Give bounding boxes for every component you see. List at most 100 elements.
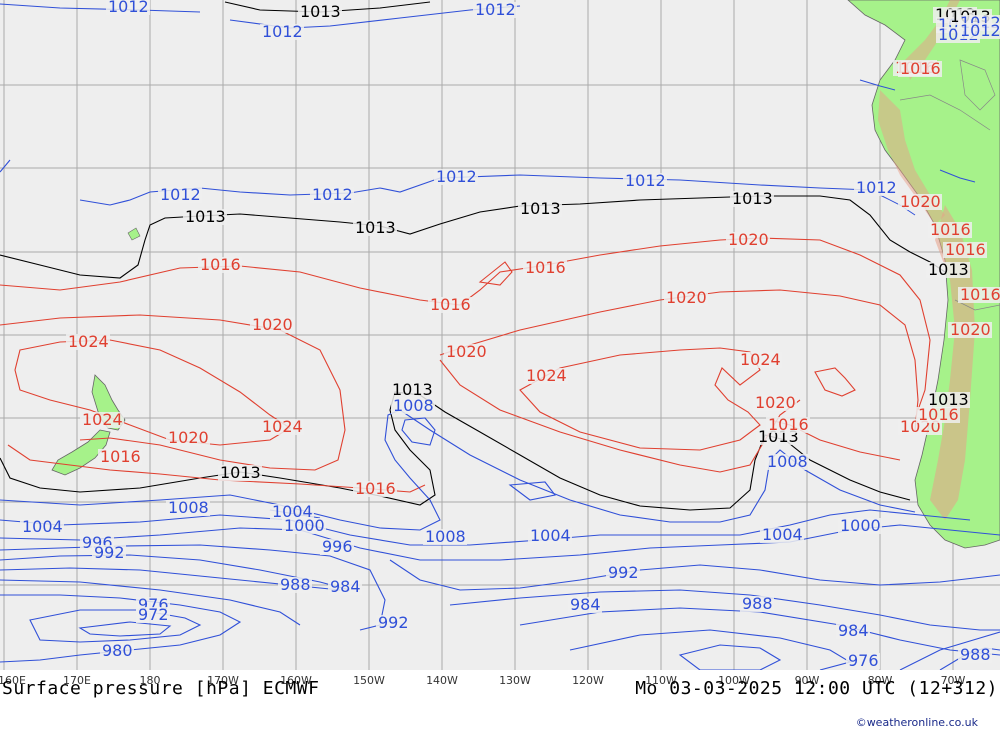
isobar-label-bg bbox=[20, 519, 64, 535]
isobar-label-bg bbox=[166, 430, 210, 446]
pressure-map[interactable]: 1012101310121012101310121016101210161013… bbox=[0, 0, 1000, 670]
footer: 160E 170E 180 170W 160W 150W 140W 130W 120W 110W 1… bbox=[0, 670, 1000, 733]
isobar-label-bg bbox=[854, 180, 898, 196]
isobar-label: 1016 bbox=[918, 405, 959, 424]
isobar-label: 1008 bbox=[168, 498, 209, 517]
isobar-label-bg bbox=[958, 23, 1000, 39]
isobar-label: 1004 bbox=[530, 526, 571, 545]
isobar-label: 1020 bbox=[900, 192, 941, 211]
isobar-label-bg bbox=[760, 527, 804, 543]
longitude-tick: 70W bbox=[940, 674, 966, 687]
isobar-label: 1004 bbox=[272, 502, 313, 521]
isobar-label-bg bbox=[898, 194, 942, 210]
isobar-label: 988 bbox=[742, 594, 773, 613]
isobar-label-bg bbox=[320, 539, 354, 555]
isobar-label-bg bbox=[270, 504, 314, 520]
isobar-label-bg bbox=[250, 317, 294, 333]
isobar-label: 1012 bbox=[262, 22, 303, 41]
isobar-label-bg bbox=[740, 596, 774, 612]
isobar-label-bg bbox=[106, 0, 150, 15]
isobar-labels: 1012101310121012101310121016101210161013… bbox=[20, 0, 1000, 670]
isobar-label: 1016 bbox=[930, 220, 971, 239]
isobar-label-bg bbox=[390, 382, 434, 398]
isobar-label: 1012 bbox=[475, 0, 516, 19]
isobar-label: 1020 bbox=[666, 288, 707, 307]
isobar-label-bg bbox=[664, 290, 708, 306]
isobar-label: 1013 bbox=[300, 2, 341, 21]
isobar-label-bg bbox=[753, 395, 797, 411]
longitude-tick: 180 bbox=[139, 674, 161, 687]
isobar-label-bg bbox=[328, 579, 362, 595]
isobar-label: 980 bbox=[102, 641, 133, 660]
isobar-label: 992 bbox=[94, 543, 125, 562]
isobar-label: 984 bbox=[838, 621, 869, 640]
isobar-label: 988 bbox=[960, 645, 991, 664]
isobar-label: 992 bbox=[378, 613, 409, 632]
isobar-label: 996 bbox=[322, 537, 353, 556]
isobar-label-bg bbox=[92, 545, 126, 561]
isobar-label-bg bbox=[928, 222, 972, 238]
longitude-tick: 160W bbox=[280, 674, 312, 687]
isobar-label: 1020 bbox=[168, 428, 209, 447]
isobar-label-bg bbox=[518, 201, 562, 217]
isobar-label-bg bbox=[80, 412, 124, 428]
isobar-label-bg bbox=[730, 191, 774, 207]
isobar-label: 1016 bbox=[430, 295, 471, 314]
isobar-label: 972 bbox=[138, 605, 169, 624]
longitude-tick: 150W bbox=[353, 674, 385, 687]
isobar-label-bg bbox=[846, 653, 880, 669]
isobar-label: 1013 bbox=[928, 260, 969, 279]
isobar-label-bg bbox=[943, 242, 987, 258]
isobar-label: 1012 bbox=[625, 171, 666, 190]
isobar-label-bg bbox=[738, 352, 782, 368]
isobar-label-bg bbox=[926, 262, 970, 278]
isobar-label: 1024 bbox=[262, 417, 303, 436]
isobar-label-bg bbox=[444, 344, 488, 360]
isobar-label-bg bbox=[218, 465, 262, 481]
longitude-tick: 130W bbox=[499, 674, 531, 687]
isobar-label-bg bbox=[765, 454, 809, 470]
isobar-label-bg bbox=[524, 368, 568, 384]
isobar-label: 1008 bbox=[425, 527, 466, 546]
longitude-tick: 160E bbox=[0, 674, 26, 687]
isobar-label-bg bbox=[66, 334, 110, 350]
isobar-label: 1024 bbox=[740, 350, 781, 369]
isobar-label: 1024 bbox=[82, 410, 123, 429]
isobar-label-bg bbox=[958, 287, 1000, 303]
isobar-label-bg bbox=[434, 169, 478, 185]
isobar-label: 1020 bbox=[755, 393, 796, 412]
isobar-label-bg bbox=[98, 449, 142, 465]
isobar-label-bg bbox=[926, 392, 970, 408]
isobar-label-bg bbox=[136, 607, 170, 623]
isobar-label: 1013 bbox=[732, 189, 773, 208]
isobar-label: 1013 bbox=[220, 463, 261, 482]
isobar-label: 1012 bbox=[312, 185, 353, 204]
isobar-label: 1013 bbox=[392, 380, 433, 399]
longitude-tick: 170E bbox=[63, 674, 91, 687]
lat-lon-grid bbox=[0, 0, 1000, 670]
isobar-label-bg bbox=[948, 322, 992, 338]
isobar-label: 1016 bbox=[355, 479, 396, 498]
isobar-label: 1000 bbox=[284, 516, 325, 535]
isobar-label: 992 bbox=[608, 563, 639, 582]
longitude-tick: 80W bbox=[867, 674, 893, 687]
isobar-label: 1008 bbox=[767, 452, 808, 471]
isobar-label-bg bbox=[278, 577, 312, 593]
longitude-tick: 170W bbox=[207, 674, 239, 687]
isobar-label: 1016 bbox=[100, 447, 141, 466]
isobar-label-bg bbox=[353, 481, 397, 497]
isobar-label: 1004 bbox=[762, 525, 803, 544]
isobar-label-bg bbox=[838, 518, 882, 534]
credit-link[interactable]: ©weatheronline.co.uk bbox=[855, 716, 978, 729]
isobar-label-bg bbox=[198, 257, 242, 273]
isobar-label: 984 bbox=[330, 577, 361, 596]
isobar-label: 1012 bbox=[108, 0, 149, 16]
isobar-label-bg bbox=[310, 187, 354, 203]
longitude-tick: 90W bbox=[794, 674, 820, 687]
isobar-label-bg bbox=[473, 2, 517, 18]
isobar-label-bg bbox=[166, 500, 210, 516]
isobar-label: 984 bbox=[570, 595, 601, 614]
isobar-label: 1020 bbox=[252, 315, 293, 334]
isobar-label-bg bbox=[423, 529, 467, 545]
isobar-label: 1012 bbox=[160, 185, 201, 204]
